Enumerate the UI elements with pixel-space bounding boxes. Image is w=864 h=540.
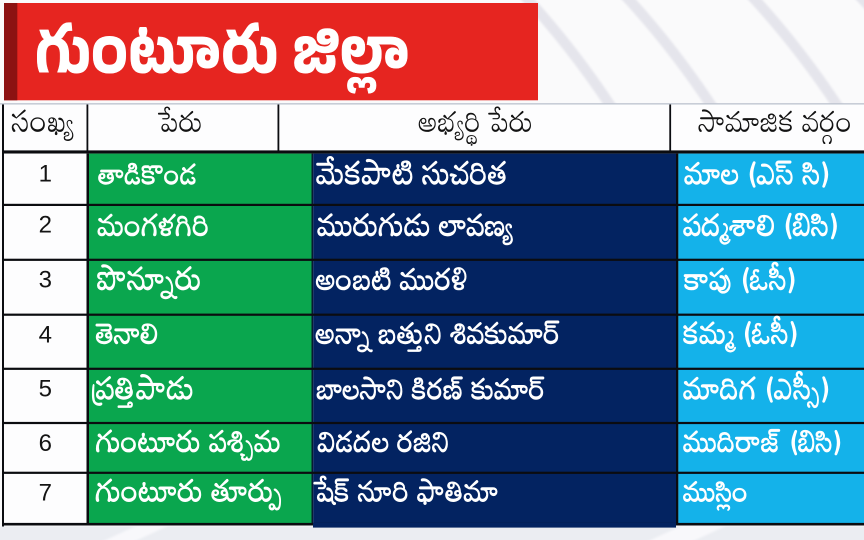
svg-text:7: 7 xyxy=(39,480,52,507)
svg-text:4: 4 xyxy=(39,322,52,349)
svg-text:3: 3 xyxy=(39,267,52,294)
svg-text:2: 2 xyxy=(39,212,52,239)
svg-text:5: 5 xyxy=(39,376,52,403)
svg-text:6: 6 xyxy=(39,430,52,457)
svg-text:1: 1 xyxy=(39,160,52,187)
